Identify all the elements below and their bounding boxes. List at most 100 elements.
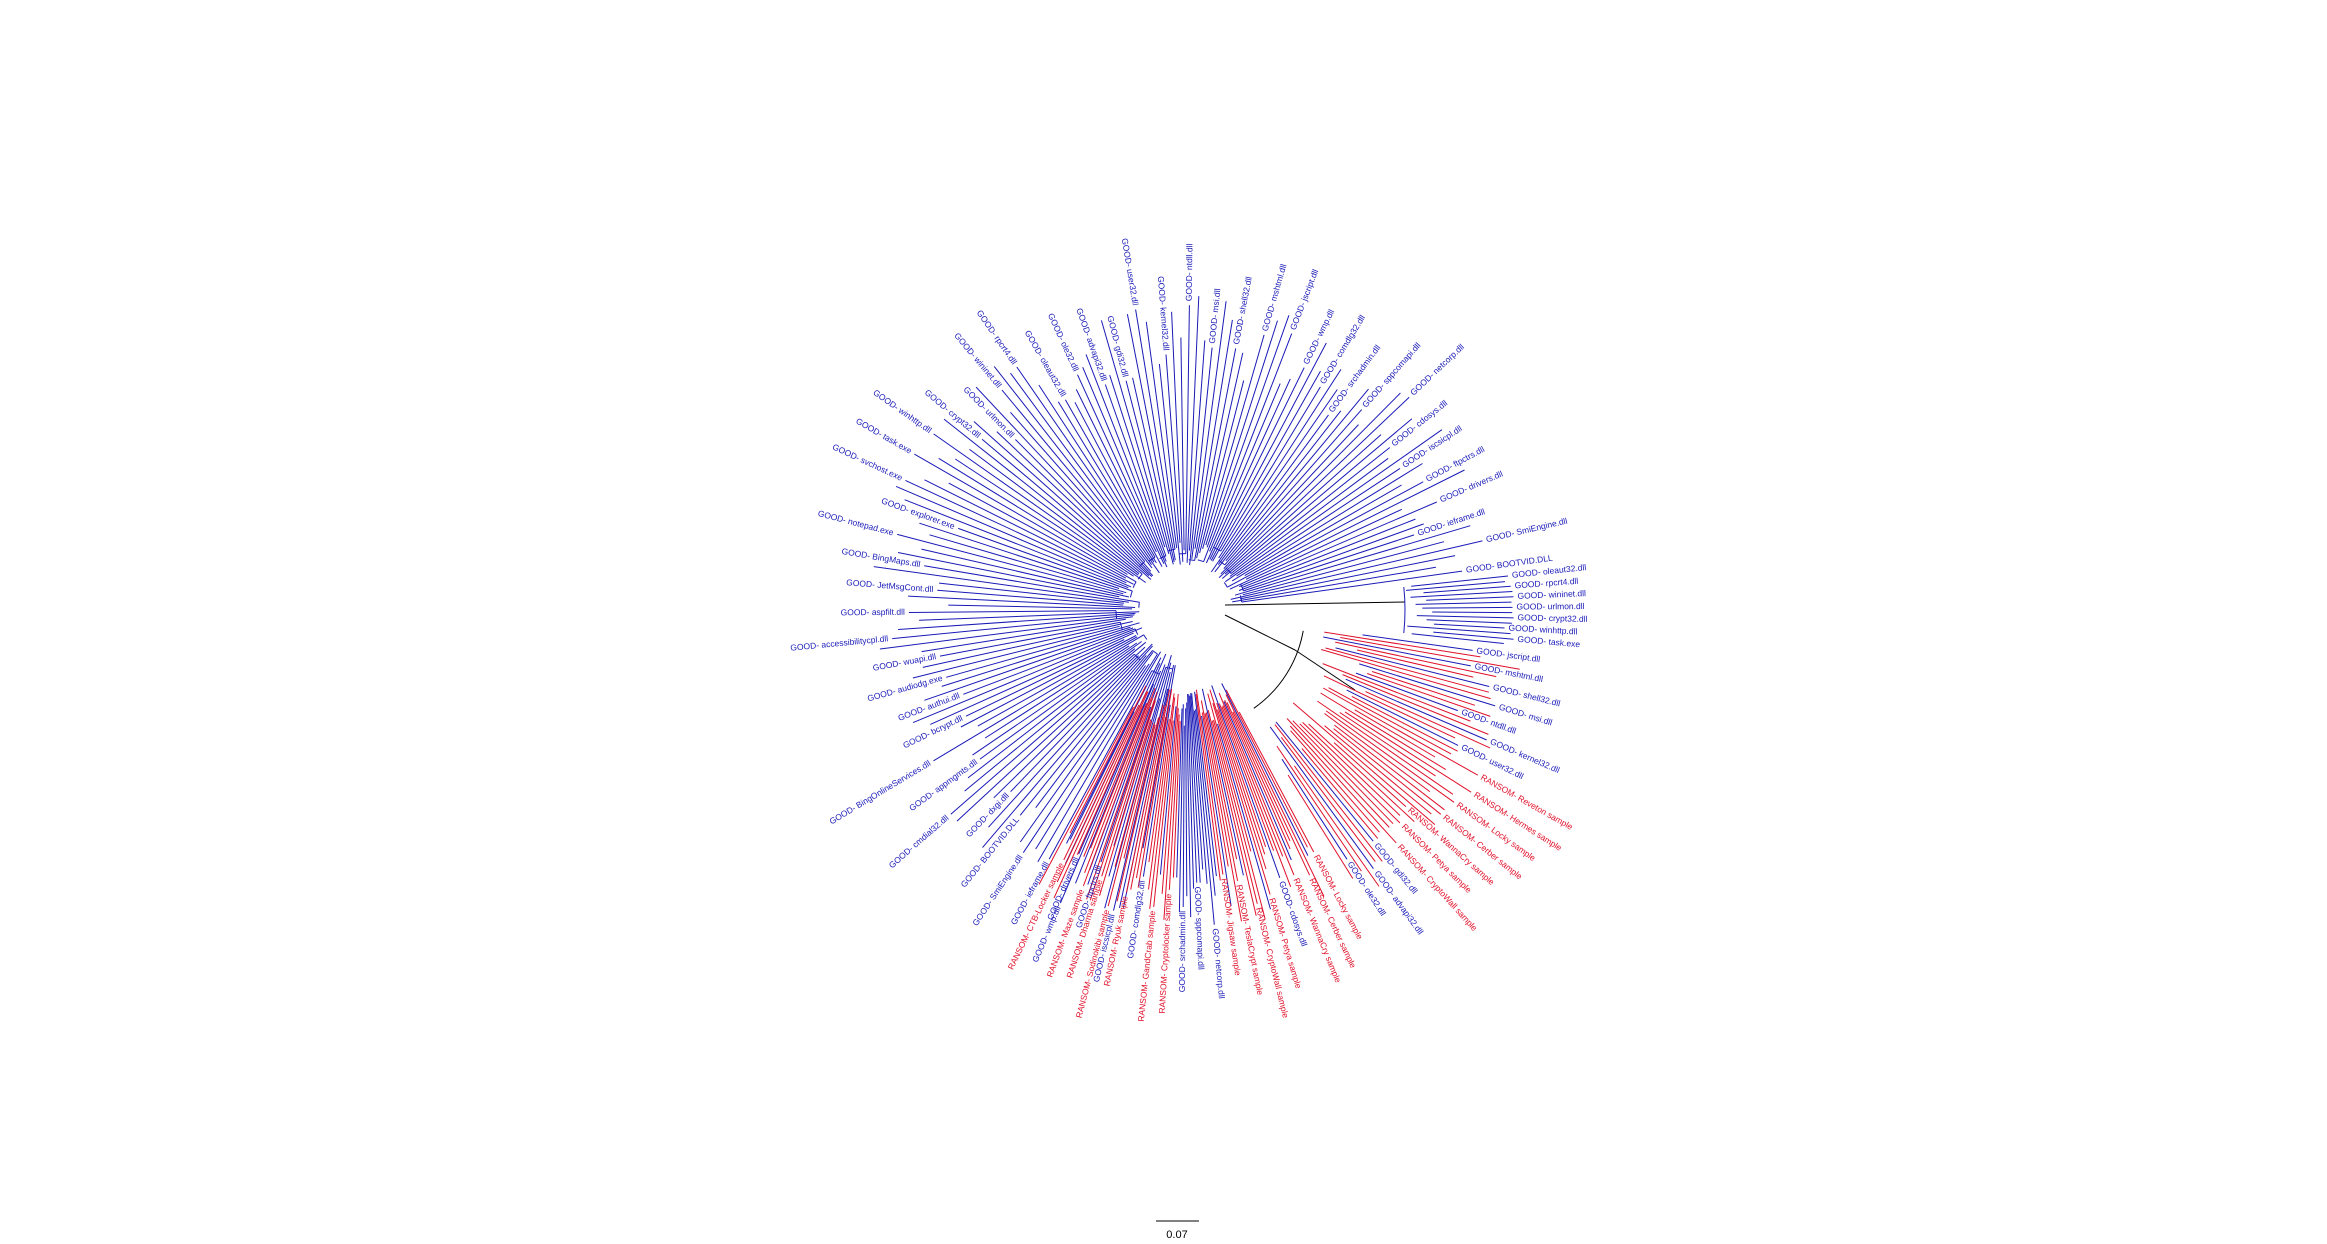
good-branch (1217, 414, 1329, 565)
ransomware-branch (1317, 700, 1454, 795)
good-branch (1217, 723, 1271, 910)
ransomware-branch (1365, 691, 1491, 749)
good-branch (1210, 389, 1338, 573)
good-branch (898, 612, 1136, 630)
branch-arc (1223, 582, 1228, 588)
branch-arc (1403, 586, 1406, 634)
good-leaf-label: GOOD- wininet.dll (1517, 588, 1586, 601)
good-branch (1178, 704, 1184, 912)
good-leaf-label: GOOD- shell32.dll (1231, 276, 1254, 346)
good-branch (1242, 518, 1416, 588)
ransomware-branch (1324, 725, 1432, 815)
good-branch (973, 421, 1152, 580)
good-branch (914, 453, 1137, 583)
good-branch (1171, 311, 1184, 562)
good-branch (1186, 296, 1200, 563)
good-branch (937, 589, 1124, 606)
good-branch (905, 479, 1127, 584)
branch-arc (1134, 628, 1139, 635)
good-branch (939, 582, 1124, 604)
ransomware-branch (1325, 710, 1455, 803)
good-branch (1159, 706, 1177, 875)
good-branch (1019, 665, 1147, 843)
ransomware-branch (1217, 709, 1266, 855)
ransomware-branch (1293, 765, 1380, 887)
good-branch (996, 431, 1150, 577)
branch-arc (1129, 590, 1133, 598)
ransomware-branch (1221, 706, 1292, 887)
ransomware-branch (1213, 719, 1266, 920)
good-leaf-label: GOOD- notepad.exe (817, 508, 895, 538)
good-leaf-label: GOOD- msi.dll (1207, 288, 1223, 344)
good-branch (1205, 378, 1291, 564)
good-branch (1229, 508, 1403, 590)
ransomware-branch (1201, 712, 1229, 867)
good-branch (1221, 418, 1413, 579)
good-branch (873, 566, 1129, 603)
good-leaf-label: GOOD- BingMaps.dll (841, 546, 921, 569)
ransomware-branch (1218, 692, 1295, 876)
ransomware-branch (1292, 720, 1394, 825)
ransomware-branch (1114, 722, 1155, 867)
good-branch (1224, 409, 1363, 566)
good-branch (921, 618, 1126, 653)
ransomware-branch (1089, 700, 1156, 901)
good-branch (1335, 647, 1490, 687)
good-branch (1239, 555, 1456, 600)
ransomware-branch (1289, 725, 1397, 844)
ransomware-branch (1292, 702, 1436, 825)
good-leaf-label: GOOD- mshtml.dll (1474, 661, 1544, 684)
ransomware-branch (1344, 711, 1472, 793)
good-leaf-label: GOOD- sppcomapi.dll (1193, 886, 1207, 970)
ransomware-branch (1226, 702, 1291, 842)
good-branch (975, 386, 1154, 577)
ransomware-branch (1084, 688, 1156, 873)
ransomware-branch (1209, 689, 1267, 870)
good-leaf-label: GOOD- drivers.dll (1438, 468, 1504, 504)
good-branch (1135, 309, 1176, 550)
good-branch (1001, 389, 1146, 562)
good-branch (1281, 758, 1348, 860)
good-branch (1185, 708, 1188, 897)
good-branch (1194, 691, 1217, 877)
good-branch (1048, 670, 1153, 860)
good-branch (993, 366, 1153, 569)
scale-bar-label: 0.07 (1166, 1229, 1187, 1241)
good-leaf-label: GOOD- jscript.dll (1476, 645, 1541, 664)
good-branch (964, 641, 1147, 792)
ransomware-branch (1371, 671, 1476, 706)
good-branch (919, 522, 1120, 589)
good-branch (1085, 354, 1167, 562)
good-branch (1142, 665, 1176, 849)
ransomware-branch (1082, 697, 1154, 887)
good-branch (960, 635, 1137, 728)
ransomware-branch (1290, 730, 1380, 833)
ransomware-branch (1325, 647, 1489, 693)
good-branch (1243, 534, 1415, 592)
ransomware-branch (1056, 690, 1148, 883)
ransomware-branch (1135, 717, 1167, 879)
ransomware-branch (1218, 703, 1275, 851)
good-branch (904, 499, 1129, 589)
good-branch (1225, 388, 1369, 562)
good-branch (929, 534, 1127, 594)
good-branch (941, 626, 1131, 687)
good-leaf-label: GOOD- mshtml.dll (1260, 263, 1289, 333)
good-branch (1203, 333, 1293, 562)
good-branch (1406, 581, 1506, 591)
ransomware-branch (1339, 712, 1436, 777)
good-branch (1269, 726, 1374, 869)
good-branch (924, 627, 1134, 701)
ransomware-branch (1200, 700, 1242, 922)
good-branch (1082, 367, 1168, 568)
good-branch (1345, 678, 1487, 741)
good-leaf-label: GOOD- JetMsgCont.dll (846, 577, 934, 594)
good-branch (1104, 384, 1167, 557)
good-branch (922, 621, 1133, 668)
good-branch (1202, 334, 1265, 549)
good-branch (1182, 725, 1185, 908)
ransomware-branch (1063, 704, 1140, 861)
ransomware-branch (1172, 721, 1181, 878)
good-leaf-label: GOOD- aspfilt.dll (841, 607, 905, 618)
ransomware-branch (1276, 745, 1362, 872)
